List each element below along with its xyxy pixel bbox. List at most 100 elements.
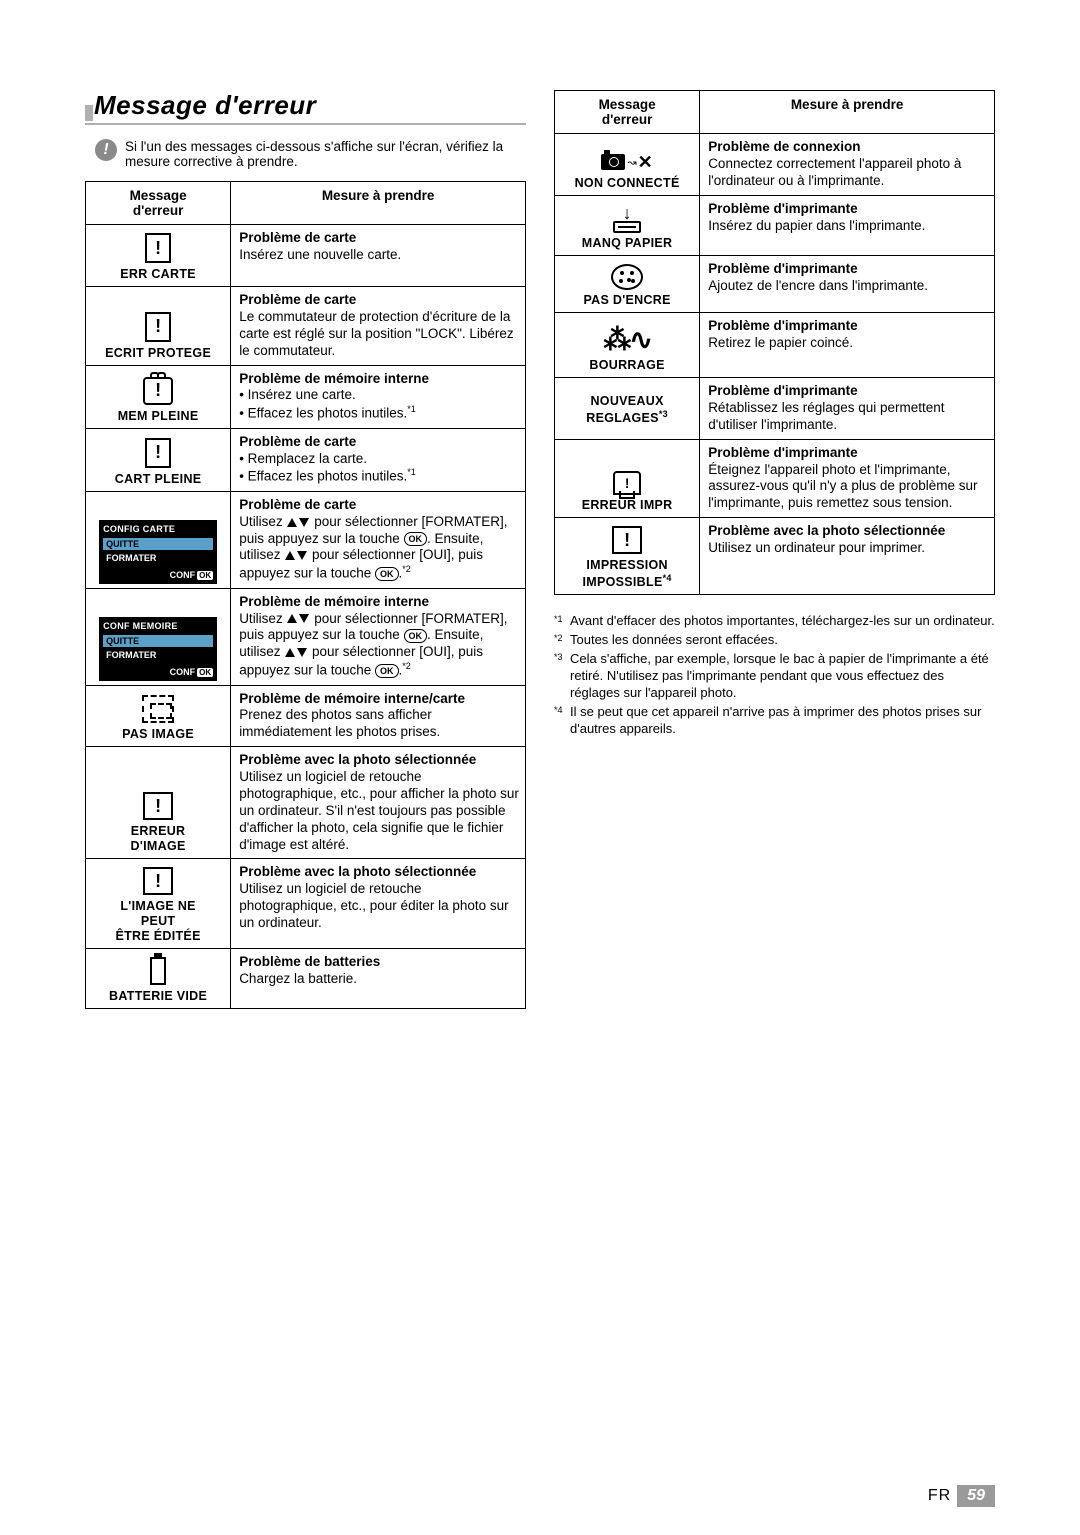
- desc-body: Le commutateur de protection d'écriture …: [239, 309, 519, 360]
- desc-title: Problème d'imprimante: [708, 201, 988, 218]
- desc-body: Chargez la batterie.: [239, 971, 519, 988]
- paper-jam-icon: ⁂∿: [559, 323, 695, 356]
- desc-title: Problème de connexion: [708, 139, 988, 156]
- desc-body: Insérez une nouvelle carte.: [239, 247, 519, 264]
- title-block: Message d'erreur: [85, 90, 526, 125]
- config-carte-menu-icon: CONFIG CARTE QUITTE FORMATER CONFOK: [99, 520, 217, 584]
- down-triangle-icon: [299, 518, 309, 527]
- ok-button-icon: OK: [375, 664, 399, 678]
- footer-language: FR: [928, 1487, 951, 1505]
- desc-title: Problème avec la photo sélectionnée: [708, 523, 988, 540]
- not-connected-icon: ↝✕: [559, 152, 695, 173]
- desc-body: Rétablissez les réglages qui permettent …: [708, 400, 988, 434]
- table-row: BATTERIE VIDE Problème de batteries Char…: [86, 949, 526, 1009]
- ok-button-icon: OK: [404, 629, 428, 643]
- desc-title: Problème d'imprimante: [708, 318, 988, 335]
- msg-label: NON CONNECTÉ: [559, 176, 695, 191]
- msg-label: ERR CARTE: [90, 267, 226, 282]
- intro-text: Si l'un des messages ci-dessous s'affich…: [125, 139, 520, 169]
- desc-body: Connectez correctement l'appareil photo …: [708, 156, 988, 190]
- memory-full-icon: !: [143, 377, 173, 405]
- desc-body: Insérez du papier dans l'imprimante.: [708, 218, 988, 235]
- msg-label: ERREUR IMPR: [559, 498, 695, 513]
- table-row: PAS D'ENCRE Problème d'imprimante Ajoute…: [555, 256, 995, 313]
- left-column: Message d'erreur ! Si l'un des messages …: [85, 90, 526, 1009]
- table-row: ! ERR CARTE Problème de carte Insérez un…: [86, 225, 526, 287]
- header-action: Mesure à prendre: [700, 91, 995, 134]
- table-header-row: Messaged'erreur Mesure à prendre: [555, 91, 995, 134]
- table-row: ! ERREURD'IMAGE Problème avec la photo s…: [86, 747, 526, 859]
- msg-label: ERREURD'IMAGE: [90, 824, 226, 854]
- error-table-right: Messaged'erreur Mesure à prendre ↝✕ NON …: [554, 90, 995, 595]
- up-triangle-icon: [285, 648, 295, 657]
- desc-body: Utilisez un logiciel de retouche photogr…: [239, 769, 519, 853]
- desc-title: Problème de batteries: [239, 954, 519, 971]
- table-row: NOUVEAUX REGLAGES*3 Problème d'imprimant…: [555, 378, 995, 440]
- conf-memoire-menu-icon: CONF MEMOIRE QUITTE FORMATER CONFOK: [99, 617, 217, 681]
- down-triangle-icon: [297, 648, 307, 657]
- right-column: Messaged'erreur Mesure à prendre ↝✕ NON …: [554, 90, 995, 1009]
- two-column-layout: Message d'erreur ! Si l'un des messages …: [85, 90, 995, 1009]
- msg-label: PAS IMAGE: [90, 727, 226, 742]
- printer-error-icon: !: [613, 471, 641, 495]
- desc-body: Prenez des photos sans afficher immédiat…: [239, 707, 519, 741]
- msg-label: BOURRAGE: [559, 358, 695, 373]
- msg-label: PAS D'ENCRE: [559, 293, 695, 308]
- footnote: *2Toutes les données seront effacées.: [554, 632, 995, 649]
- desc-title: Problème de mémoire interne: [239, 594, 519, 611]
- desc-title: Problème d'imprimante: [708, 383, 988, 400]
- desc-title: Problème de mémoire interne/carte: [239, 691, 519, 708]
- page-footer: FR 59: [928, 1485, 995, 1507]
- header-message: Messaged'erreur: [555, 91, 700, 134]
- table-row: ! L'IMAGE NE PEUT ÊTRE ÉDITÉE Problème a…: [86, 859, 526, 949]
- up-triangle-icon: [287, 614, 297, 623]
- table-row: ! MEM PLEINE Problème de mémoire interne…: [86, 365, 526, 428]
- footer-page-number: 59: [957, 1485, 995, 1507]
- up-triangle-icon: [287, 518, 297, 527]
- footnote: *4Il se peut que cet appareil n'arrive p…: [554, 704, 995, 738]
- header-message: Messaged'erreur: [86, 182, 231, 225]
- desc-title: Problème de carte: [239, 497, 519, 514]
- title-underline: [85, 123, 526, 125]
- ok-button-icon: OK: [404, 532, 428, 546]
- desc-title: Problème de mémoire interne: [239, 371, 519, 388]
- desc-title: Problème avec la photo sélectionnée: [239, 752, 519, 769]
- no-ink-icon: [611, 264, 643, 290]
- table-header-row: Messaged'erreur Mesure à prendre: [86, 182, 526, 225]
- card-error-icon: !: [145, 312, 171, 342]
- msg-label: MANQ PAPIER: [559, 236, 695, 251]
- table-row: ↓ MANQ PAPIER Problème d'imprimante Insé…: [555, 195, 995, 255]
- card-full-icon: !: [145, 438, 171, 468]
- header-action: Mesure à prendre: [231, 182, 526, 225]
- table-row: ↝✕ NON CONNECTÉ Problème de connexion Co…: [555, 134, 995, 196]
- footnotes: *1Avant d'effacer des photos importantes…: [554, 613, 995, 737]
- desc-title: Problème de carte: [239, 292, 519, 309]
- down-triangle-icon: [297, 551, 307, 560]
- intro-note: ! Si l'un des messages ci-dessous s'affi…: [95, 139, 526, 169]
- table-row: ! ECRIT PROTEGE Problème de carte Le com…: [86, 287, 526, 366]
- image-error-icon: !: [143, 792, 173, 820]
- desc-title: Problème avec la photo sélectionnée: [239, 864, 519, 881]
- desc-title: Problème de carte: [239, 230, 519, 247]
- desc-body: Éteignez l'appareil photo et l'imprimant…: [708, 462, 988, 513]
- page-title: Message d'erreur: [94, 90, 316, 121]
- msg-label: BATTERIE VIDE: [90, 989, 226, 1004]
- desc-title: Problème d'imprimante: [708, 445, 988, 462]
- footnote: *1Avant d'effacer des photos importantes…: [554, 613, 995, 630]
- desc-title: Problème de carte: [239, 434, 519, 451]
- desc-title: Problème d'imprimante: [708, 261, 988, 278]
- desc-body: Utilisez pour sélectionner [FORMATER], p…: [239, 611, 519, 680]
- table-row: CONF MEMOIRE QUITTE FORMATER CONFOK Prob…: [86, 588, 526, 685]
- msg-label: ECRIT PROTEGE: [90, 346, 226, 361]
- desc-body: Ajoutez de l'encre dans l'imprimante.: [708, 278, 988, 295]
- up-triangle-icon: [285, 551, 295, 560]
- table-row: ! IMPRESSION IMPOSSIBLE*4 Problème avec …: [555, 518, 995, 595]
- table-row: ⁂∿ BOURRAGE Problème d'imprimante Retire…: [555, 313, 995, 378]
- no-paper-icon: ↓: [559, 206, 695, 233]
- desc-body: • Remplacez la carte. • Effacez les phot…: [239, 451, 519, 486]
- no-image-icon: [142, 695, 174, 723]
- desc-body: Retirez le papier coincé.: [708, 335, 988, 352]
- msg-label: IMPRESSION IMPOSSIBLE*4: [559, 558, 695, 590]
- battery-empty-icon: [150, 957, 166, 985]
- note-icon: !: [95, 139, 117, 161]
